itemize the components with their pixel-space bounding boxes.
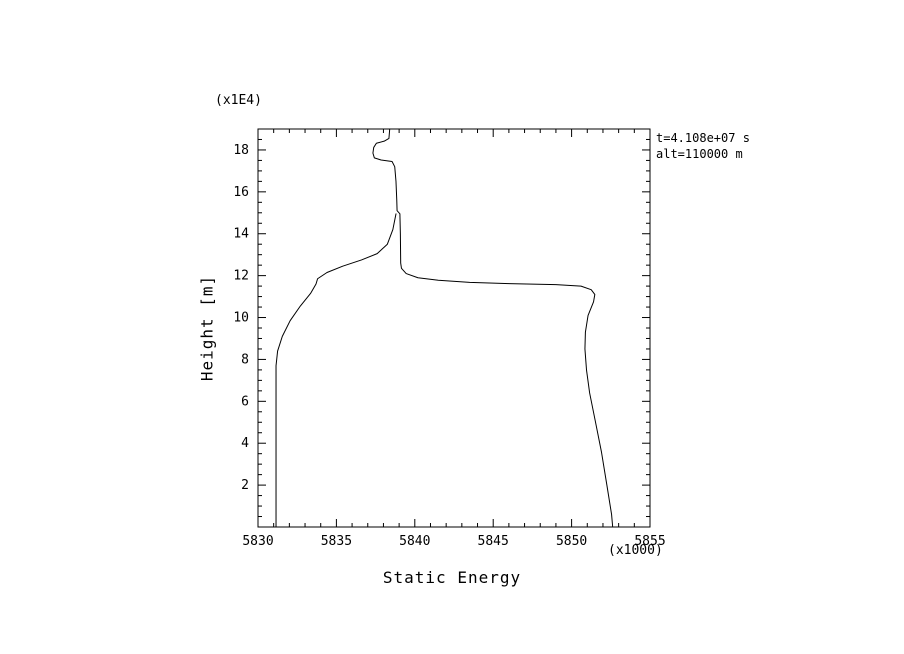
y-axis-scale-note: (x1E4) [215, 93, 262, 108]
y-tick-label: 12 [233, 269, 249, 284]
static-energy-profile-lower-branch [275, 213, 397, 528]
x-tick-label: 5830 [242, 534, 273, 549]
y-axis-title: Height [m] [197, 274, 217, 382]
static-energy-profile-main [372, 128, 614, 528]
y-tick-label: 18 [233, 143, 249, 158]
annotation-time: t=4.108e+07 s [656, 131, 750, 145]
y-tick-label: 4 [241, 436, 249, 451]
x-tick-label: 5855 [634, 534, 665, 549]
y-tick-label: 10 [233, 311, 249, 326]
annotation-altitude: alt=110000 m [656, 147, 743, 161]
x-tick-label: 5835 [321, 534, 352, 549]
y-tick-label: 8 [241, 352, 249, 367]
y-tick-label: 14 [233, 227, 249, 242]
x-axis-scale-note: (x1000) [608, 543, 663, 558]
plot-frame [257, 128, 651, 528]
y-tick-label: 2 [241, 478, 249, 493]
x-tick-label: 5850 [556, 534, 587, 549]
y-tick-label: 16 [233, 185, 249, 200]
x-tick-label: 5845 [478, 534, 509, 549]
y-tick-label: 6 [241, 394, 249, 409]
x-tick-label: 5840 [399, 534, 430, 549]
x-axis-title: Static Energy [382, 568, 522, 587]
